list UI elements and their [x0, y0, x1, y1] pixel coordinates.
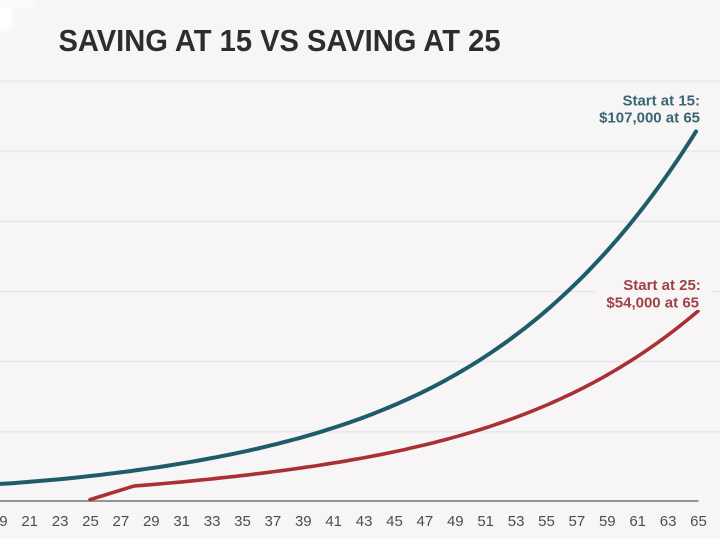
svg-text:41: 41 — [325, 513, 342, 530]
svg-text:31: 31 — [173, 513, 190, 530]
svg-text:57: 57 — [569, 513, 586, 530]
svg-text:65: 65 — [690, 513, 707, 530]
svg-text:49: 49 — [447, 513, 464, 530]
svg-text:$107,000 at 65: $107,000 at 65 — [599, 109, 700, 126]
svg-text:43: 43 — [356, 513, 373, 530]
svg-text:55: 55 — [538, 513, 555, 530]
svg-text:61: 61 — [629, 513, 646, 530]
svg-text:53: 53 — [508, 513, 525, 530]
svg-text:51: 51 — [477, 513, 494, 530]
svg-text:19: 19 — [0, 513, 8, 530]
svg-text:25: 25 — [82, 513, 99, 530]
svg-text:59: 59 — [599, 513, 616, 530]
svg-text:45: 45 — [386, 513, 403, 530]
svg-text:$54,000 at 65: $54,000 at 65 — [606, 294, 699, 311]
svg-text:27: 27 — [113, 513, 130, 530]
svg-text:21: 21 — [21, 513, 38, 530]
svg-text:33: 33 — [204, 513, 221, 530]
svg-text:39: 39 — [295, 513, 312, 530]
svg-text:47: 47 — [417, 513, 434, 530]
svg-text:35: 35 — [234, 513, 251, 530]
svg-text:63: 63 — [660, 513, 677, 530]
svg-text:SAVING AT 15 VS SAVING AT 25: SAVING AT 15 VS SAVING AT 25 — [59, 23, 501, 58]
svg-text:23: 23 — [52, 513, 69, 530]
svg-text:29: 29 — [143, 513, 160, 530]
svg-text:37: 37 — [265, 513, 282, 530]
svg-text:Start at 15:: Start at 15: — [622, 93, 700, 110]
svg-text:Start at 25:: Start at 25: — [623, 277, 701, 294]
